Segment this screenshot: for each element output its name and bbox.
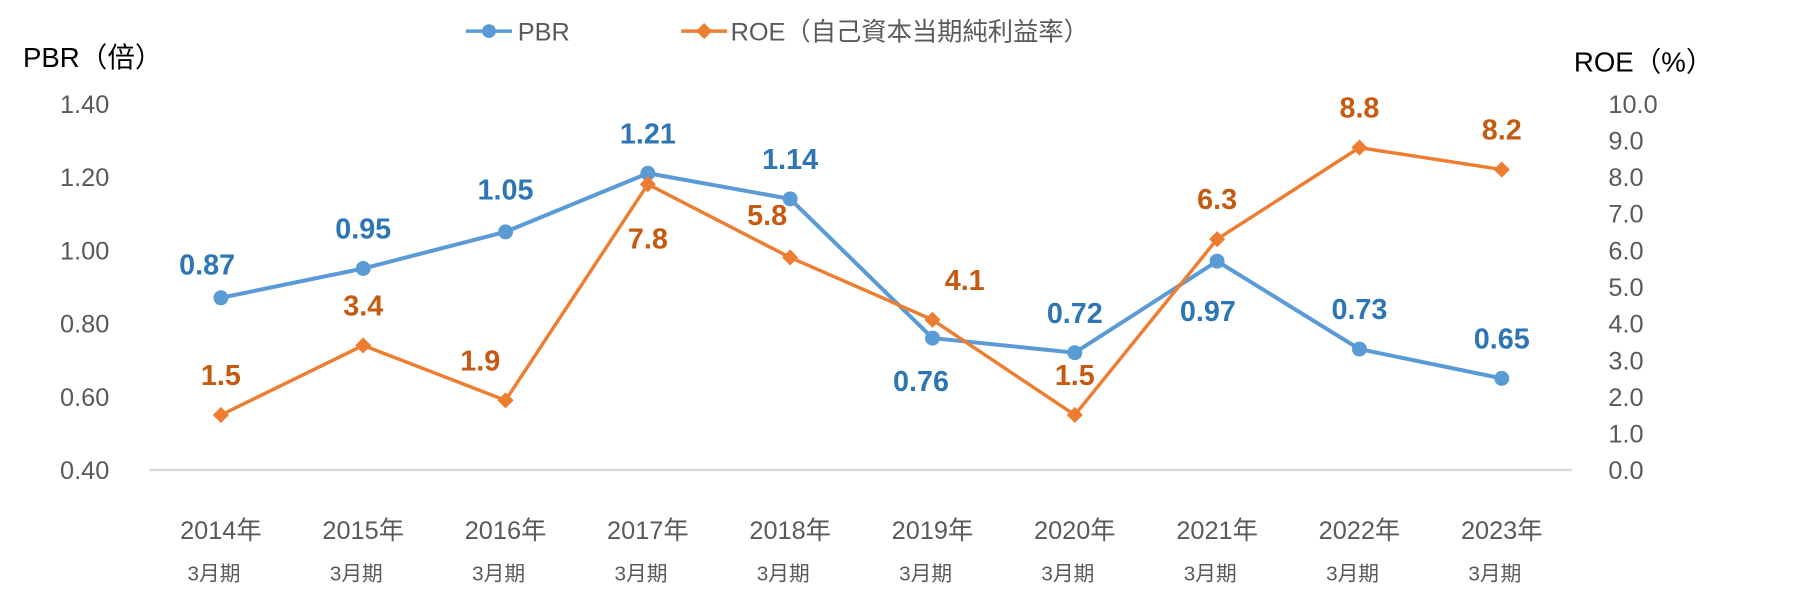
x-tick-label-period: 3月期 (1184, 562, 1237, 585)
pbr-data-label: 0.72 (1047, 298, 1103, 330)
roe-point (355, 337, 372, 354)
x-tick-label-period: 3月期 (1041, 562, 1094, 585)
y-left-tick-label: 0.40 (60, 457, 109, 485)
roe-data-label: 1.5 (1055, 360, 1095, 392)
y-right-tick-label: 2.0 (1608, 384, 1643, 412)
y-right-title: ROE（%） (1574, 46, 1714, 77)
roe-point (212, 406, 229, 424)
pbr-point (1067, 345, 1083, 361)
pbr-data-label: 0.76 (893, 366, 949, 398)
pbr-data-label: 1.05 (478, 175, 534, 207)
roe-data-label: 1.9 (460, 345, 500, 377)
y-right-tick-label: 7.0 (1608, 201, 1643, 229)
pbr-point (1209, 253, 1225, 269)
pbr-data-label: 0.73 (1331, 294, 1387, 326)
legend-label-pbr: PBR (518, 18, 570, 46)
legend-item-pbr: PBR (465, 18, 570, 46)
legend-label-roe: ROE（自己資本当期純利益率） (731, 18, 1089, 46)
pbr-data-label: 0.87 (179, 250, 235, 282)
legend-marker-roe (696, 23, 713, 40)
roe-point (782, 249, 799, 266)
pbr-data-label: 1.21 (620, 118, 676, 150)
x-tick-label-year: 2023年 (1461, 517, 1543, 545)
roe-data-label: 5.8 (747, 200, 787, 232)
pbr-data-label: 0.95 (335, 214, 391, 246)
x-tick-label-year: 2017年 (607, 517, 689, 545)
x-tick-label-year: 2019年 (892, 517, 974, 545)
pbr-point (498, 224, 514, 240)
roe-point (924, 311, 941, 328)
roe-data-label: 1.5 (201, 360, 241, 392)
y-right-tick-label: 9.0 (1608, 127, 1643, 155)
x-tick-label-period: 3月期 (188, 562, 241, 585)
y-left-tick-label: 0.80 (60, 311, 109, 339)
y-right-tick-label: 1.0 (1608, 421, 1643, 449)
y-right-tick-label: 0.0 (1608, 457, 1643, 485)
y-left-tick-label: 0.60 (60, 384, 109, 412)
x-tick-label-year: 2021年 (1176, 517, 1258, 545)
x-tick-label-period: 3月期 (899, 562, 952, 585)
y-right-tick-label: 8.0 (1608, 164, 1643, 192)
roe-data-label: 3.4 (343, 290, 383, 322)
roe-point (1493, 161, 1510, 178)
pbr-data-label: 0.97 (1180, 296, 1236, 328)
pbr-point (213, 290, 229, 306)
pbr-data-label: 1.14 (762, 144, 818, 176)
x-tick-label-period: 3月期 (757, 562, 810, 585)
x-tick-label-period: 3月期 (472, 562, 525, 585)
x-tick-label-year: 2015年 (322, 517, 404, 545)
y-left-tick-label: 1.00 (60, 237, 109, 265)
roe-data-label: 4.1 (945, 265, 985, 297)
roe-data-label: 7.8 (628, 224, 668, 256)
y-right-tick-label: 4.0 (1608, 311, 1643, 339)
legend: PBR ROE（自己資本当期純利益率） (465, 18, 1089, 46)
y-right-tick-label: 10.0 (1608, 91, 1657, 119)
legend-item-roe: ROE（自己資本当期純利益率） (681, 18, 1089, 46)
x-tick-label-period: 3月期 (614, 562, 667, 585)
roe-point (639, 176, 656, 193)
pbr-point (1494, 370, 1510, 386)
y-right-tick-label: 6.0 (1608, 237, 1643, 265)
pbr-line (220, 171, 1503, 381)
legend-marker-pbr (482, 24, 496, 39)
y-right-tick-label: 3.0 (1608, 347, 1643, 375)
x-tick-label-year: 2018年 (749, 517, 831, 545)
x-tick-label-year: 2016年 (465, 517, 547, 545)
y-right-tick-label: 5.0 (1608, 274, 1643, 302)
x-tick-label-period: 3月期 (330, 562, 383, 585)
x-tick-label-period: 3月期 (1468, 562, 1521, 585)
pbr-point (355, 260, 371, 276)
roe-data-label: 8.8 (1339, 93, 1379, 125)
x-tick-label-year: 2022年 (1319, 517, 1401, 545)
pbr-point (782, 191, 798, 207)
y-left-tick-label: 1.20 (60, 164, 109, 192)
roe-data-label: 8.2 (1482, 115, 1522, 147)
roe-point (497, 392, 514, 409)
x-tick-label-year: 2014年 (180, 517, 262, 545)
y-left-tick-label: 1.40 (60, 91, 109, 119)
x-tick-label-year: 2020年 (1034, 517, 1116, 545)
y-left-title: PBR（倍） (23, 42, 163, 73)
pbr-point (640, 165, 656, 181)
pbr-point (1351, 341, 1367, 357)
x-tick-label-period: 3月期 (1326, 562, 1379, 585)
roe-data-label: 6.3 (1197, 184, 1237, 216)
roe-line (220, 145, 1503, 418)
pbr-point (925, 330, 940, 346)
pbr-data-label: 0.65 (1474, 323, 1530, 355)
